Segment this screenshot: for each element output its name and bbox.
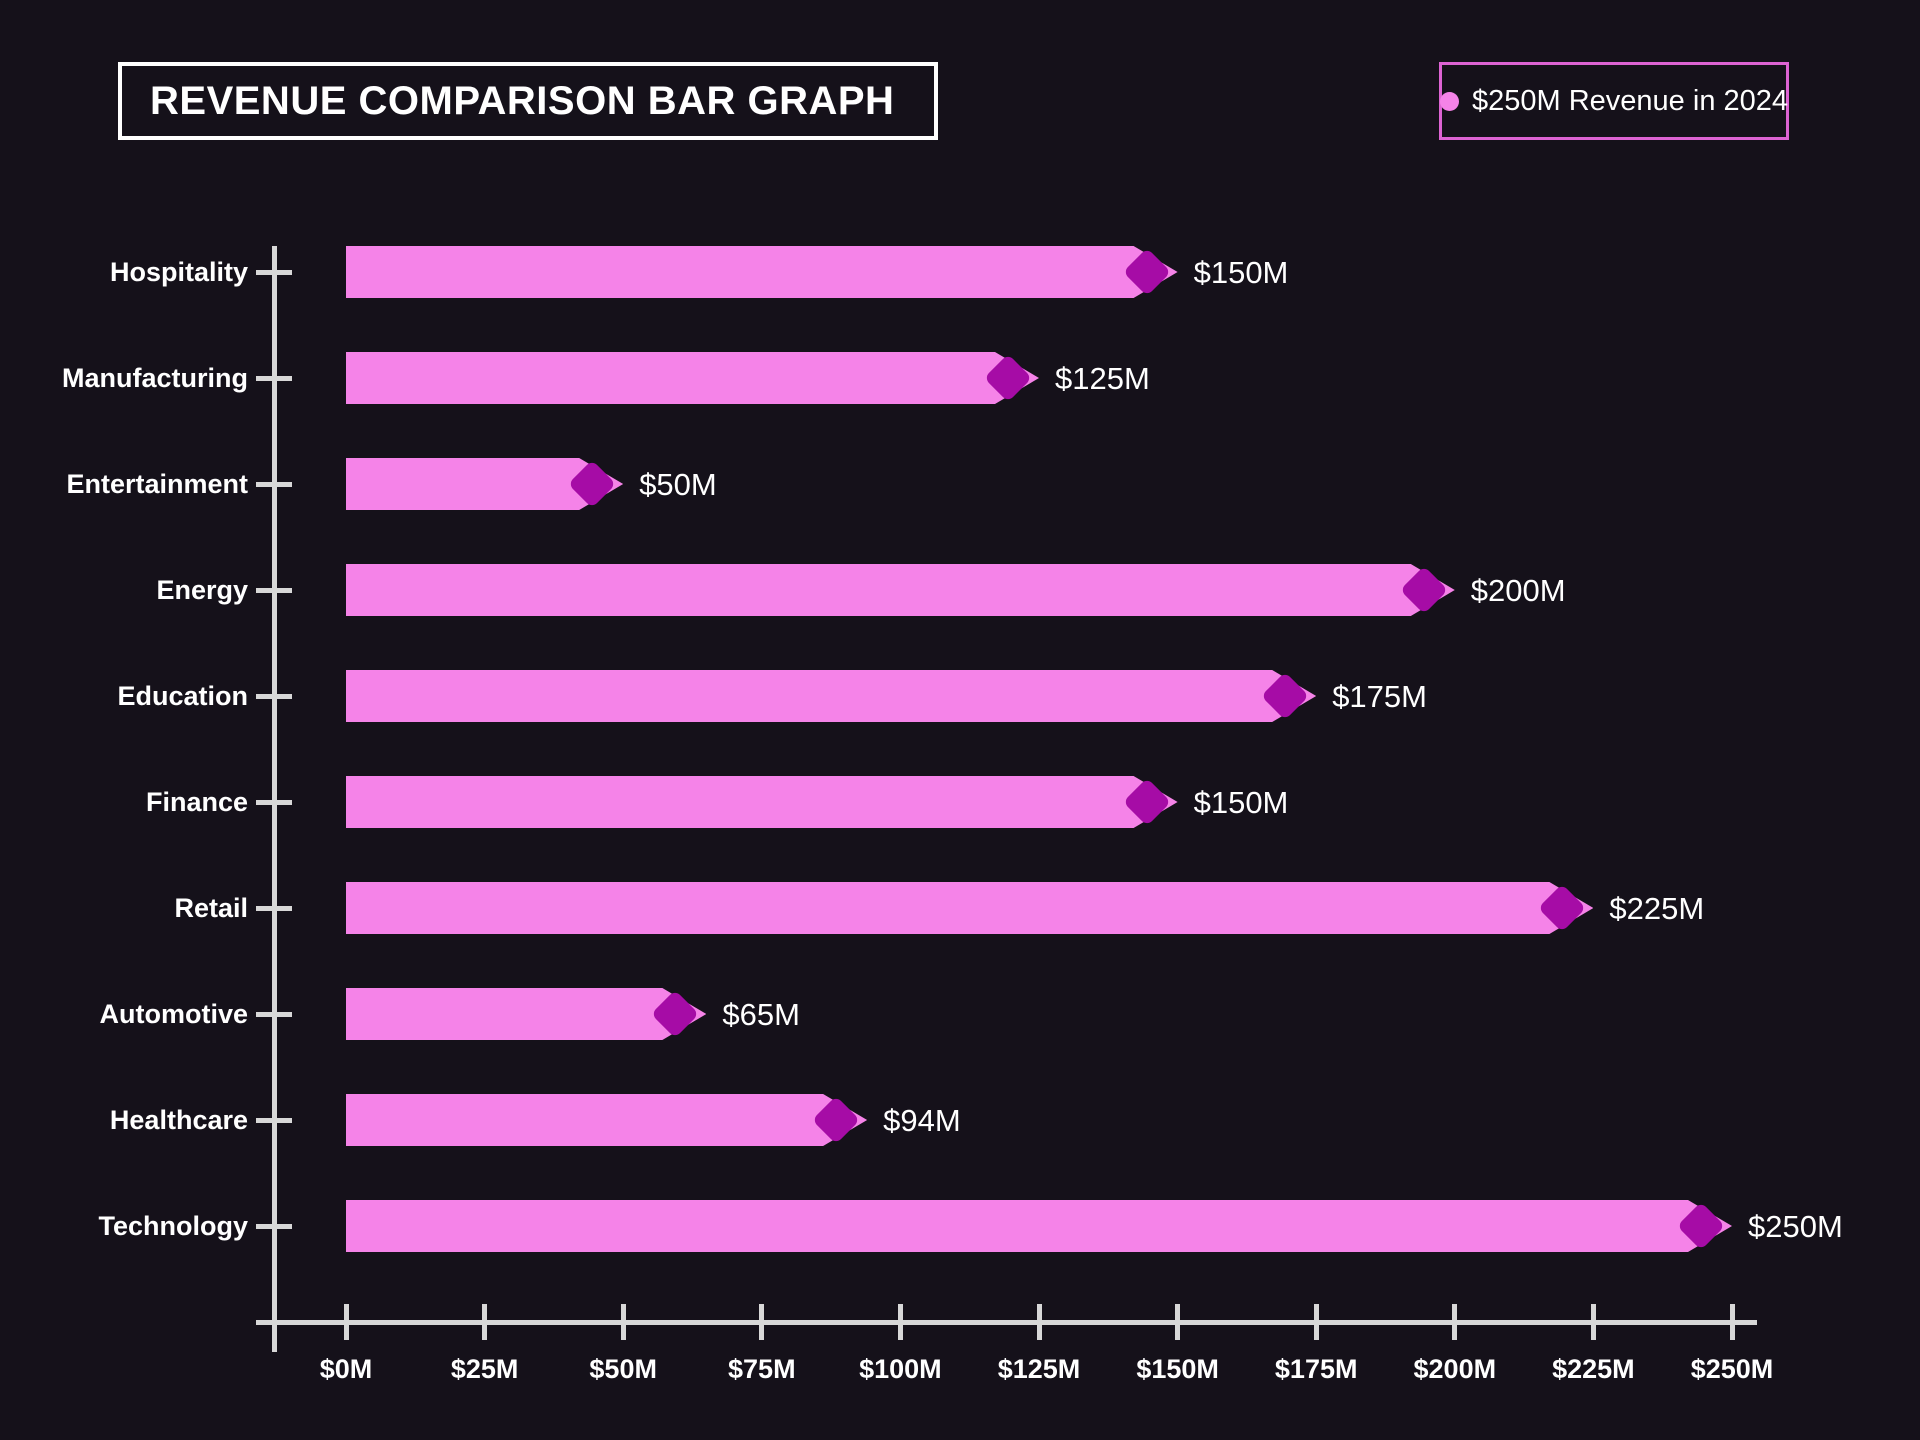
legend-label: $250M Revenue in 2024 [1472, 84, 1789, 117]
category-label: Automotive [99, 998, 249, 1029]
chart-title: REVENUE COMPARISON BAR GRAPH [150, 78, 895, 123]
value-label: $125M [1055, 360, 1150, 396]
category-label: Finance [145, 786, 248, 817]
value-label: $200M [1470, 572, 1566, 608]
chart-title-box: REVENUE COMPARISON BAR GRAPH [118, 62, 938, 140]
bar-automotive [346, 988, 706, 1040]
legend: $250M Revenue in 2024 [1439, 62, 1789, 140]
value-label: $250M [1748, 1208, 1843, 1244]
value-label: $94M [883, 1102, 961, 1138]
y-axis-tick [256, 587, 292, 593]
value-label: $50M [639, 466, 717, 502]
bar-hospitality [346, 246, 1178, 298]
x-axis-tick-label: $150M [1136, 1354, 1219, 1384]
bar-education [346, 670, 1316, 722]
x-axis-tick-label: $125M [997, 1354, 1081, 1384]
x-axis-tick [759, 1304, 765, 1340]
x-axis-tick-label: $175M [1274, 1354, 1358, 1384]
y-axis-tick [256, 481, 292, 487]
x-axis-tick-label: $250M [1690, 1354, 1774, 1384]
bar-energy [346, 564, 1455, 616]
x-axis-tick [1175, 1304, 1181, 1340]
x-axis-tick-label: $100M [859, 1354, 942, 1384]
x-axis-line [256, 1320, 1757, 1325]
y-axis-tick [256, 1223, 292, 1229]
bar-technology [346, 1200, 1732, 1252]
x-axis-tick-label: $200M [1413, 1354, 1497, 1384]
bar-healthcare [346, 1094, 867, 1146]
x-axis-tick-label: $25M [450, 1354, 519, 1384]
category-label: Healthcare [109, 1104, 248, 1135]
value-label: $65M [722, 996, 800, 1032]
value-label: $225M [1609, 890, 1705, 926]
y-axis-tick [256, 693, 292, 699]
x-axis-tick [1036, 1304, 1042, 1340]
legend-dot-icon [1440, 91, 1459, 111]
x-axis-tick [897, 1304, 903, 1340]
x-axis-tick [482, 1304, 488, 1340]
bar-retail [346, 882, 1593, 934]
y-axis-tick [256, 1011, 292, 1017]
x-axis-tick-label: $75M [728, 1354, 796, 1384]
x-axis-tick [1590, 1304, 1596, 1340]
x-axis-tick-label: $50M [589, 1354, 657, 1384]
y-axis-tick [256, 375, 292, 381]
value-label: $150M [1193, 254, 1289, 290]
y-axis-tick [256, 1117, 292, 1123]
category-label: Technology [98, 1210, 248, 1241]
category-label: Manufacturing [62, 362, 248, 393]
bar-manufacturing [346, 352, 1039, 404]
x-axis-tick [343, 1304, 349, 1340]
category-label: Education [117, 680, 248, 711]
x-axis-tick [620, 1304, 626, 1340]
x-axis-tick-label: $225M [1552, 1354, 1635, 1384]
y-axis-line [272, 246, 277, 1352]
y-axis-tick [256, 799, 292, 805]
bar-finance [346, 776, 1178, 828]
category-label: Entertainment [66, 468, 248, 499]
category-label: Retail [174, 892, 248, 923]
value-label: $150M [1193, 784, 1289, 820]
category-label: Energy [156, 574, 248, 605]
x-axis-tick-label: $0M [319, 1354, 373, 1384]
x-axis-tick [1452, 1304, 1458, 1340]
value-label: $175M [1332, 678, 1427, 714]
y-axis-tick [256, 905, 292, 911]
category-label: Hospitality [109, 256, 248, 287]
x-axis-tick [1729, 1304, 1735, 1340]
y-axis-tick [256, 269, 292, 275]
x-axis-tick [1313, 1304, 1319, 1340]
